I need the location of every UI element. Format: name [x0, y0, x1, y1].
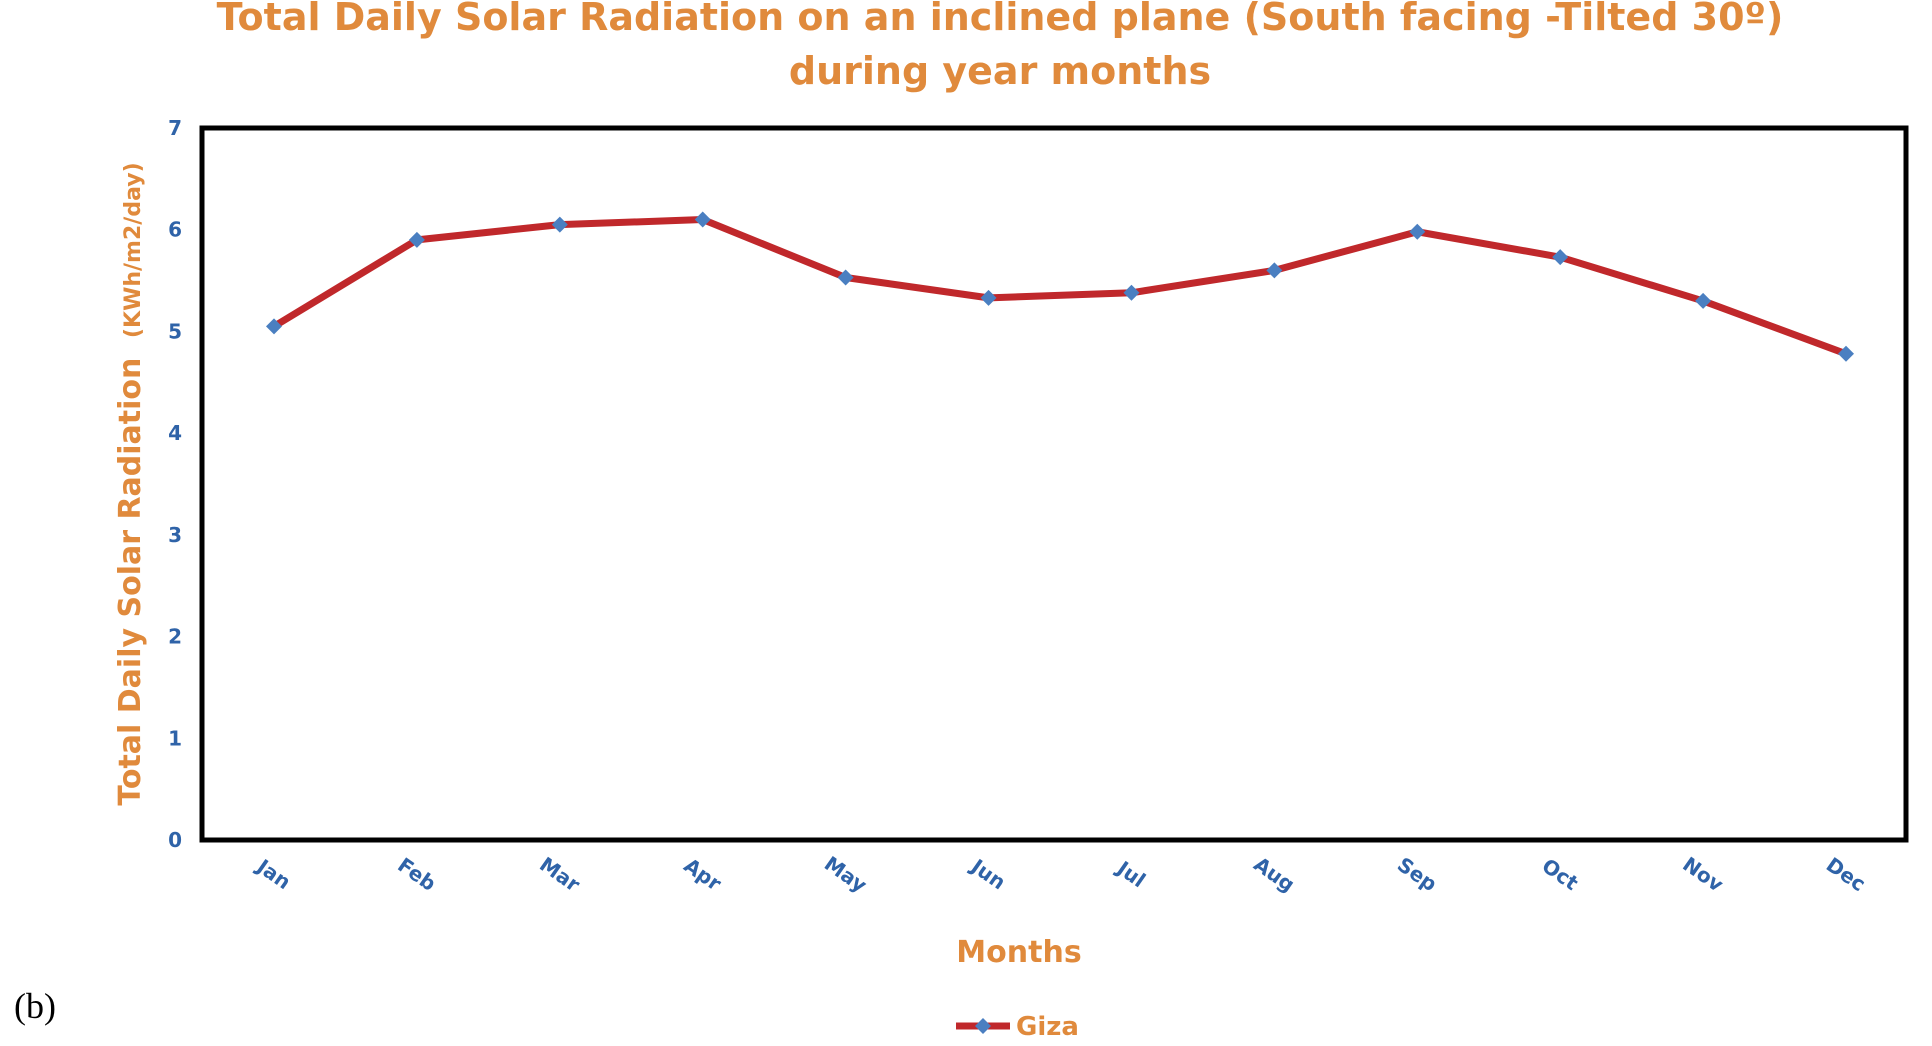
data-point — [408, 231, 425, 248]
chart-title-line-2: during year months — [789, 49, 1211, 93]
y-tick-label: 0 — [168, 828, 182, 852]
data-point — [266, 318, 282, 335]
y-tick-label: 2 — [168, 625, 182, 649]
legend-marker — [975, 1018, 991, 1034]
figure-caption: (b) — [14, 986, 56, 1026]
data-point — [551, 216, 568, 233]
legend: Giza — [956, 1012, 1079, 1042]
x-tick-label: Jun — [965, 853, 1010, 894]
x-axis-title: Months — [956, 935, 1081, 970]
x-tick-label: Mar — [535, 852, 584, 897]
x-tick-label: Apr — [680, 853, 726, 895]
y-tick-label: 3 — [168, 523, 182, 547]
data-point — [837, 269, 854, 286]
x-tick-label: Dec — [1822, 852, 1870, 896]
svg-text:Total Daily Solar Radiation: Total Daily Solar Radiation (KWh/m2/day) — [113, 162, 148, 805]
data-point — [980, 289, 997, 306]
x-tick-label: Feb — [393, 853, 440, 896]
x-axis-ticks: Jan Feb Mar Apr May Jun Jul Aug Sep Oct Nov Dec — [251, 851, 1870, 897]
data-point — [1552, 249, 1569, 266]
data-point — [1123, 284, 1140, 301]
y-axis-title: Total Daily Solar Radiation (KWh/m2/day) — [113, 162, 148, 805]
data-point — [1695, 292, 1712, 309]
chart-title-line-1: Total Daily Solar Radiation on an inclin… — [217, 0, 1784, 39]
data-point — [1838, 345, 1854, 362]
x-tick-label: Aug — [1249, 852, 1299, 897]
data-point — [694, 211, 711, 228]
x-tick-label: May — [820, 851, 871, 897]
y-tick-label: 1 — [168, 726, 182, 750]
y-axis-title-main: Total Daily Solar Radiation — [113, 358, 148, 806]
legend-label: Giza — [1016, 1012, 1079, 1042]
data-point — [1266, 262, 1283, 279]
series-line — [270, 216, 1850, 358]
x-tick-label: Oct — [1538, 853, 1584, 895]
plot-area-frame — [199, 125, 1909, 843]
x-tick-label: Jul — [1111, 855, 1150, 892]
series-layer — [266, 211, 1854, 362]
y-axis-ticks: 0 1 2 3 4 5 6 7 — [168, 116, 182, 852]
x-tick-label: Nov — [1678, 852, 1727, 897]
x-tick-label: Sep — [1393, 852, 1441, 896]
y-tick-label: 7 — [168, 116, 182, 140]
y-axis-title-unit: (KWh/m2/day) — [121, 162, 146, 338]
data-point — [1409, 223, 1426, 240]
x-tick-label: Jan — [251, 853, 295, 894]
y-tick-label: 6 — [168, 218, 182, 242]
y-tick-label: 5 — [168, 319, 182, 343]
y-tick-label: 4 — [168, 421, 182, 445]
